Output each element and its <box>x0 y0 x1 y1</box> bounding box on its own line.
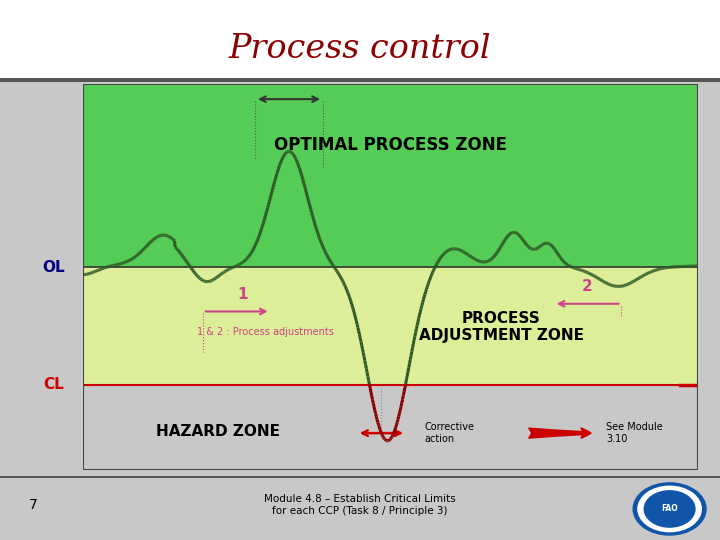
Text: See Module
3.10: See Module 3.10 <box>606 422 663 444</box>
Text: 7: 7 <box>29 498 37 512</box>
Text: 1: 1 <box>238 287 248 302</box>
Text: Module 4.8 – Establish Critical Limits
for each CCP (Task 8 / Principle 3): Module 4.8 – Establish Critical Limits f… <box>264 494 456 516</box>
Circle shape <box>644 491 695 527</box>
Text: CL: CL <box>44 377 64 393</box>
Circle shape <box>633 483 706 535</box>
Text: 1 & 2 : Process adjustments: 1 & 2 : Process adjustments <box>197 327 333 337</box>
Text: OPTIMAL PROCESS ZONE: OPTIMAL PROCESS ZONE <box>274 137 507 154</box>
Text: HAZARD ZONE: HAZARD ZONE <box>156 424 280 438</box>
Text: FAO: FAO <box>661 504 678 514</box>
Bar <box>83 267 698 385</box>
Circle shape <box>638 486 701 531</box>
Text: OL: OL <box>42 260 66 275</box>
Bar <box>83 84 698 267</box>
Text: PROCESS
ADJUSTMENT ZONE: PROCESS ADJUSTMENT ZONE <box>419 310 584 343</box>
Text: Process control: Process control <box>229 32 491 65</box>
Text: 2: 2 <box>582 279 593 294</box>
Text: Corrective
action: Corrective action <box>425 422 474 444</box>
